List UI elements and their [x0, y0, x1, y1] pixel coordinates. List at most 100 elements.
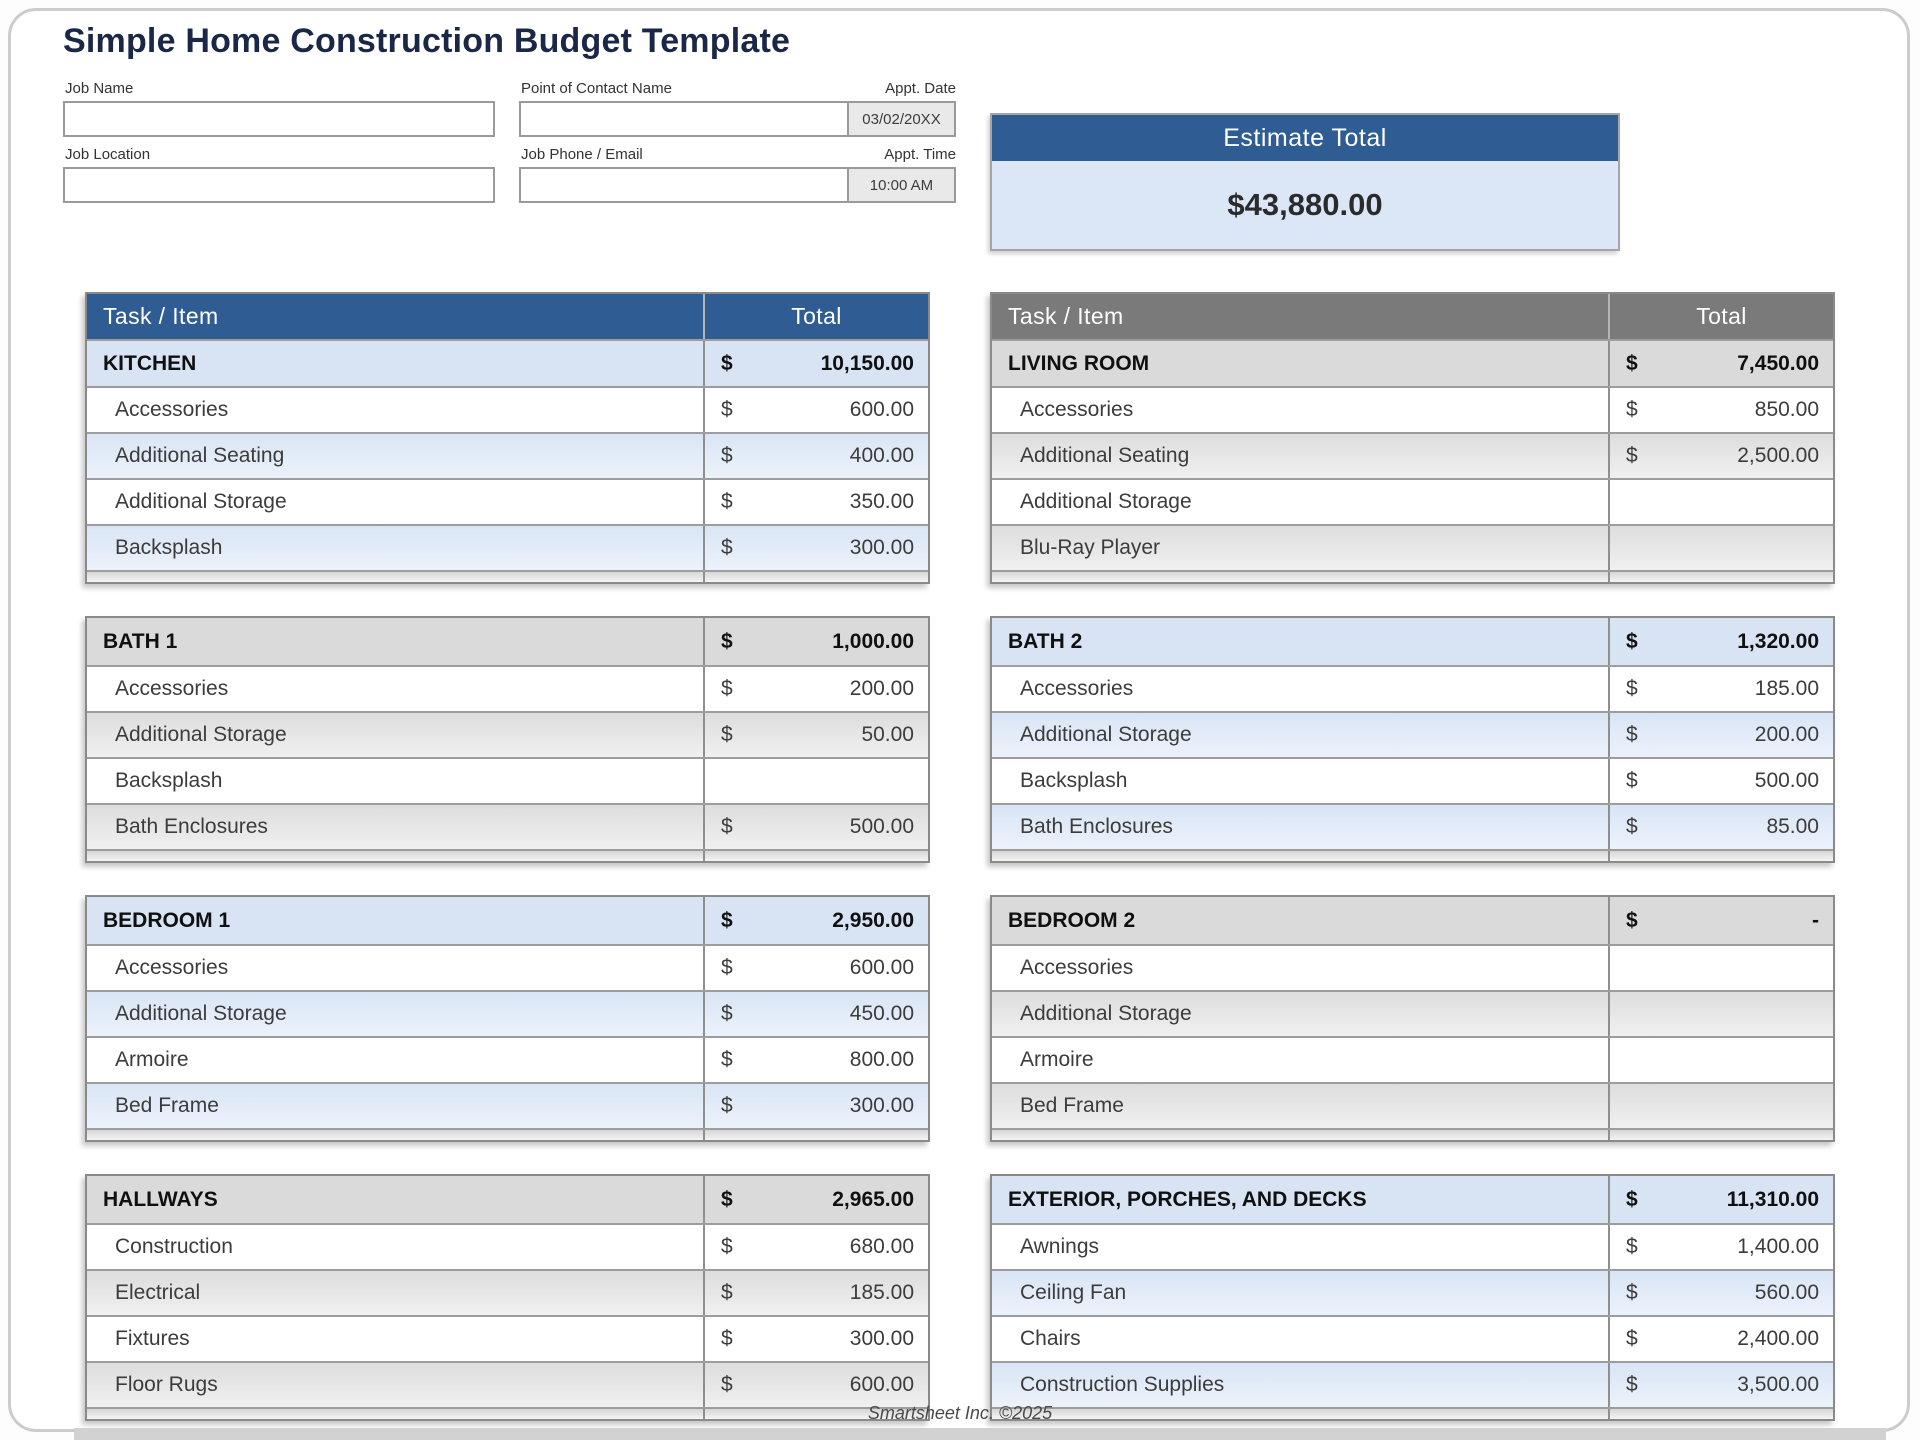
section-name-cell[interactable]: LIVING ROOM: [1008, 351, 1150, 375]
item-label-cell[interactable]: Construction: [115, 1235, 233, 1258]
item-amount-cell[interactable]: $300.00: [703, 526, 928, 570]
item-amount-cell[interactable]: $200.00: [703, 667, 928, 711]
item-amount-cell[interactable]: $2,400.00: [1608, 1317, 1833, 1361]
item-label-cell[interactable]: Accessories: [115, 956, 229, 979]
item-amount: 600.00: [849, 1373, 914, 1396]
job-name-input[interactable]: [63, 101, 495, 137]
item-label-cell[interactable]: Additional Storage: [1020, 723, 1192, 746]
item-amount-cell[interactable]: [1608, 946, 1833, 990]
phone-appt-time-row: 10:00 AM: [519, 167, 956, 203]
section-name-cell[interactable]: BATH 1: [103, 629, 178, 653]
item-amount-cell[interactable]: $800.00: [703, 1038, 928, 1082]
item-amount-cell[interactable]: [1608, 480, 1833, 524]
item-label-cell[interactable]: Additional Storage: [115, 1002, 287, 1025]
item-amount-cell[interactable]: $680.00: [703, 1225, 928, 1269]
section-header-row: BEDROOM 1 $2,950.00: [87, 897, 928, 944]
contact-name-input[interactable]: [519, 101, 849, 137]
item-label-cell[interactable]: Additional Storage: [115, 723, 287, 746]
item-row: Ceiling Fan $560.00: [992, 1269, 1833, 1315]
item-amount-cell[interactable]: $560.00: [1608, 1271, 1833, 1315]
item-label-cell[interactable]: Backsplash: [115, 536, 223, 559]
item-amount-cell[interactable]: $300.00: [703, 1084, 928, 1128]
currency-symbol: $: [721, 1373, 733, 1396]
appt-date-cell[interactable]: 03/02/20XX: [847, 101, 956, 137]
item-amount-cell[interactable]: $850.00: [1608, 388, 1833, 432]
section-total-cell: $ -: [1608, 897, 1833, 944]
item-amount-cell[interactable]: $600.00: [703, 1363, 928, 1407]
item-amount-cell[interactable]: [703, 759, 928, 803]
item-label-cell[interactable]: Accessories: [1020, 956, 1134, 979]
currency-symbol: $: [1626, 351, 1638, 375]
item-label-cell[interactable]: Additional Storage: [115, 490, 287, 513]
item-amount-cell[interactable]: $85.00: [1608, 805, 1833, 849]
section-name-cell[interactable]: BEDROOM 1: [103, 908, 231, 932]
section-name-cell[interactable]: BEDROOM 2: [1008, 908, 1136, 932]
section-total-cell: $1,000.00: [703, 618, 928, 665]
item-label-cell[interactable]: Ceiling Fan: [1020, 1281, 1127, 1304]
item-label-cell[interactable]: Construction Supplies: [1020, 1373, 1225, 1396]
item-amount-cell[interactable]: $450.00: [703, 992, 928, 1036]
section-name-cell[interactable]: BATH 2: [1008, 629, 1083, 653]
item-amount-cell[interactable]: $600.00: [703, 388, 928, 432]
item-amount-cell[interactable]: $500.00: [1608, 759, 1833, 803]
item-amount-cell[interactable]: $500.00: [703, 805, 928, 849]
item-label-cell[interactable]: Electrical: [115, 1281, 201, 1304]
currency-symbol: $: [1626, 723, 1638, 746]
item-amount-cell[interactable]: $2,500.00: [1608, 434, 1833, 478]
job-location-input[interactable]: [63, 167, 495, 203]
section-header-row: EXTERIOR, PORCHES, AND DECKS $11,310.00: [992, 1176, 1833, 1223]
item-label-cell[interactable]: Bed Frame: [115, 1094, 219, 1117]
currency-symbol: $: [721, 723, 733, 746]
item-label-cell[interactable]: Accessories: [1020, 398, 1134, 421]
section-total-cell: $7,450.00: [1608, 341, 1833, 386]
item-amount-cell[interactable]: [1608, 1084, 1833, 1128]
item-label-cell[interactable]: Additional Seating: [1020, 444, 1190, 467]
item-label-cell[interactable]: Bath Enclosures: [115, 815, 268, 838]
item-label-cell[interactable]: Chairs: [1020, 1327, 1081, 1350]
phone-email-input[interactable]: [519, 167, 849, 203]
item-label-cell[interactable]: Floor Rugs: [115, 1373, 218, 1396]
item-label-cell[interactable]: Additional Seating: [115, 444, 285, 467]
item-label-cell[interactable]: Additional Storage: [1020, 1002, 1192, 1025]
item-amount-cell[interactable]: $185.00: [703, 1271, 928, 1315]
appt-time-cell[interactable]: 10:00 AM: [847, 167, 956, 203]
item-label-cell[interactable]: Fixtures: [115, 1327, 190, 1350]
item-amount-cell[interactable]: $185.00: [1608, 667, 1833, 711]
section-total-amount: 7,450.00: [1737, 351, 1819, 375]
item-amount-cell[interactable]: $400.00: [703, 434, 928, 478]
item-label-cell[interactable]: Armoire: [115, 1048, 189, 1071]
item-label-cell[interactable]: Additional Storage: [1020, 490, 1192, 513]
item-label-cell[interactable]: Accessories: [115, 398, 229, 421]
currency-symbol: $: [721, 398, 733, 421]
item-row: Accessories: [992, 944, 1833, 990]
item-label-cell[interactable]: Blu-Ray Player: [1020, 536, 1161, 559]
item-amount-cell[interactable]: $1,400.00: [1608, 1225, 1833, 1269]
item-amount-cell[interactable]: $600.00: [703, 946, 928, 990]
item-label-cell[interactable]: Backsplash: [1020, 769, 1128, 792]
section-name-cell[interactable]: EXTERIOR, PORCHES, AND DECKS: [1008, 1187, 1367, 1211]
item-amount-cell[interactable]: $3,500.00: [1608, 1363, 1833, 1407]
item-amount: 800.00: [849, 1048, 914, 1071]
item-amount-cell[interactable]: [1608, 1038, 1833, 1082]
section-name-cell[interactable]: HALLWAYS: [103, 1187, 218, 1211]
item-amount-cell[interactable]: [1608, 992, 1833, 1036]
currency-symbol: $: [721, 677, 733, 700]
item-amount-cell[interactable]: $300.00: [703, 1317, 928, 1361]
item-amount-cell[interactable]: $350.00: [703, 480, 928, 524]
item-label-cell[interactable]: Awnings: [1020, 1235, 1099, 1258]
item-amount: 200.00: [1754, 723, 1819, 746]
section-name-cell[interactable]: KITCHEN: [103, 351, 197, 375]
item-label-cell[interactable]: Accessories: [1020, 677, 1134, 700]
phone-email-label: Job Phone / Email: [521, 146, 643, 163]
item-label-cell[interactable]: Bath Enclosures: [1020, 815, 1173, 838]
item-amount-cell[interactable]: $50.00: [703, 713, 928, 757]
item-amount-cell[interactable]: $200.00: [1608, 713, 1833, 757]
item-amount: 300.00: [849, 536, 914, 559]
item-label-cell[interactable]: Armoire: [1020, 1048, 1094, 1071]
item-label-cell[interactable]: Accessories: [115, 677, 229, 700]
item-row: Backsplash: [87, 757, 928, 803]
item-label-cell[interactable]: Backsplash: [115, 769, 223, 792]
item-label-cell[interactable]: Bed Frame: [1020, 1094, 1124, 1117]
item-row: Additional Seating $400.00: [87, 432, 928, 478]
item-amount-cell[interactable]: [1608, 526, 1833, 570]
